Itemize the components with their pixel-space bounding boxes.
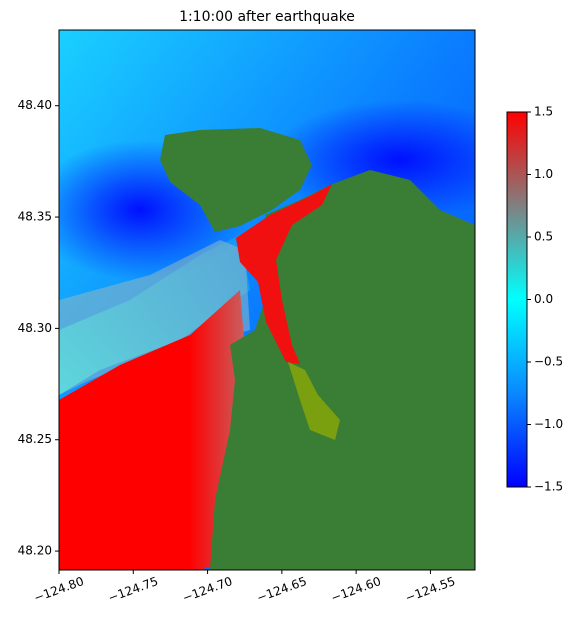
land	[160, 128, 312, 232]
wave-transition	[59, 240, 250, 395]
colorbar-tick-label: 1.0	[534, 167, 553, 181]
x-tick-label: −124.65	[255, 574, 309, 605]
x-tick-label: −124.60	[329, 574, 383, 605]
y-tick-label: 48.25	[18, 432, 52, 446]
chart-title: 1:10:00 after earthquake	[179, 9, 355, 25]
x-tick-label: −124.80	[32, 574, 86, 605]
x-tick-label: −124.55	[403, 574, 457, 605]
colorbar-tick-label: 1.5	[534, 105, 553, 119]
x-tick-label: −124.75	[106, 574, 160, 605]
colorbar	[506, 111, 528, 488]
axes-frame	[58, 29, 476, 571]
y-tick-label: 48.40	[18, 98, 52, 112]
colorbar-tick-label: −1.5	[534, 480, 563, 494]
y-tick-label: 48.30	[18, 321, 52, 335]
colorbar-tick-label: 0.0	[534, 292, 553, 306]
colorbar-tick-label: −1.0	[534, 417, 563, 431]
colorbar-tick-label: 0.5	[534, 230, 553, 244]
y-tick-label: 48.20	[18, 544, 52, 558]
inlet-wave	[236, 184, 332, 364]
colorbar-tick-label: −0.5	[534, 355, 563, 369]
x-tick-label: −124.70	[181, 574, 235, 605]
wave-crest	[59, 290, 245, 570]
y-tick-label: 48.35	[18, 210, 52, 224]
shallows	[288, 362, 340, 440]
map	[59, 30, 475, 570]
